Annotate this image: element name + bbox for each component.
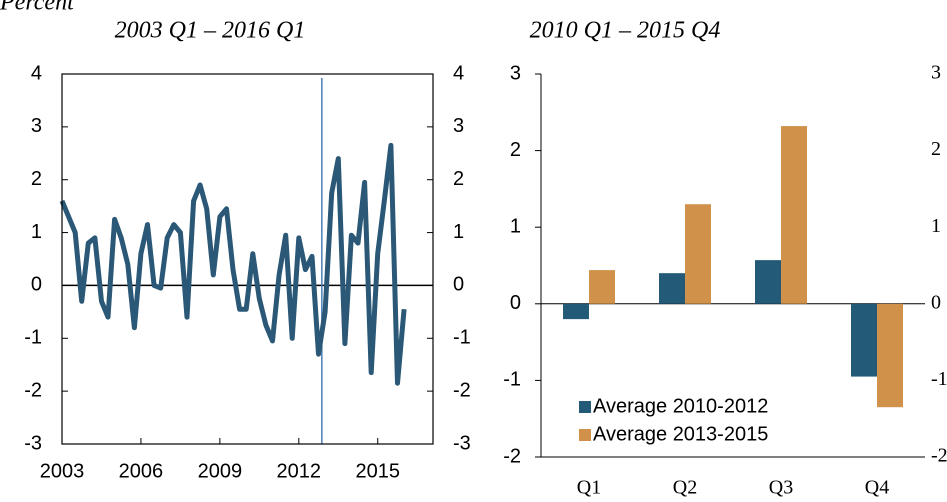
legend-label: Average 2013-2015 — [593, 423, 768, 445]
y2-tick-label: 0 — [453, 274, 464, 296]
x-tick-label: Q1 — [577, 477, 601, 499]
y-tick-label: 3 — [510, 62, 521, 84]
bar — [589, 270, 615, 304]
y2-tick-label: 0 — [931, 291, 941, 313]
legend-label: Average 2010-2012 — [593, 395, 768, 417]
y-tick-label: 2 — [510, 139, 521, 161]
x-tick-label: 2009 — [198, 460, 243, 482]
y2-tick-label: 2 — [453, 168, 464, 190]
bar — [781, 126, 807, 304]
y2-tick-label: -3 — [453, 432, 471, 454]
y-tick-label: 3 — [31, 115, 42, 137]
y-tick-label: -1 — [24, 327, 42, 349]
y2-tick-label: 2 — [931, 138, 941, 160]
y-tick-label: -2 — [24, 379, 42, 401]
x-tick-label: Q4 — [865, 477, 889, 499]
x-tick-label: 2006 — [119, 460, 164, 482]
y2-tick-label: 4 — [453, 62, 464, 84]
bar — [877, 303, 903, 408]
legend-swatch — [579, 429, 591, 441]
y-tick-label: 1 — [510, 215, 521, 237]
y-tick-label: -3 — [24, 432, 42, 454]
bar — [755, 260, 781, 304]
x-tick-label: Q3 — [769, 477, 793, 499]
y2-tick-label: 1 — [453, 221, 464, 243]
y-tick-label: 1 — [31, 221, 42, 243]
x-tick-label: 2015 — [355, 460, 400, 482]
chart-title: 2010 Q1 – 2015 Q4 — [530, 18, 721, 44]
y-tick-label: -1 — [503, 369, 521, 391]
x-tick-label: Q2 — [673, 477, 697, 499]
bar — [851, 303, 877, 377]
data-line — [59, 142, 407, 386]
y-tick-label: 4 — [31, 62, 42, 84]
y-tick-label: 2 — [31, 168, 42, 190]
bar — [659, 273, 685, 304]
bar — [685, 204, 711, 304]
y2-tick-label: 3 — [453, 115, 464, 137]
x-tick-label: 2012 — [277, 460, 322, 482]
x-tick-label: 2003 — [40, 460, 85, 482]
y2-tick-label: -1 — [453, 327, 471, 349]
legend-swatch — [579, 401, 591, 413]
y-tick-label: 0 — [510, 292, 521, 314]
y-tick-label: 0 — [31, 274, 42, 296]
y2-tick-label: -2 — [931, 445, 947, 467]
y2-tick-label: -2 — [453, 379, 471, 401]
chart-title: 2003 Q1 – 2016 Q1 — [115, 18, 306, 44]
plot-frame — [61, 73, 434, 445]
y2-tick-label: 1 — [931, 215, 941, 237]
bar — [563, 303, 589, 320]
unit-label: Percent — [0, 0, 75, 16]
y2-tick-label: -1 — [931, 368, 947, 390]
y-tick-label: -2 — [503, 445, 521, 467]
y2-tick-label: 3 — [931, 62, 941, 84]
